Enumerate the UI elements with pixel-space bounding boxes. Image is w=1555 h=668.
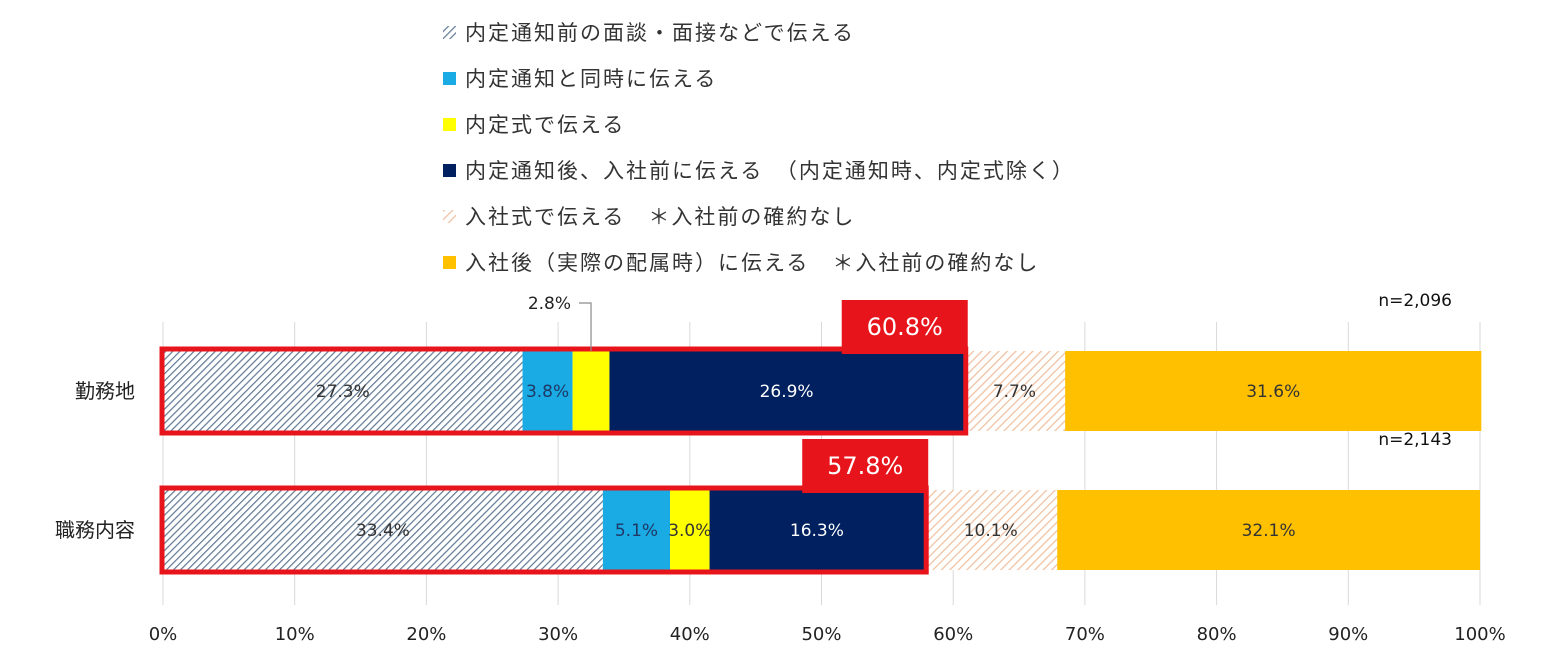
callout-label: 2.8% bbox=[528, 294, 571, 314]
bar-2-seg-2 bbox=[602, 490, 671, 570]
data-label-2-1: 33.4% bbox=[356, 521, 410, 541]
x-tick-label-30: 30% bbox=[538, 624, 578, 645]
highlight-box-2 bbox=[159, 485, 929, 575]
x-tick-label-40: 40% bbox=[670, 624, 710, 645]
legend-label-3: 内定式で伝える bbox=[465, 113, 625, 137]
bar-1-seg-5 bbox=[963, 351, 1066, 431]
data-label-1-5: 7.7% bbox=[993, 382, 1036, 402]
legend: 内定通知前の面談・面接などで伝える内定通知と同時に伝える内定式で伝える内定通知後… bbox=[443, 21, 1075, 275]
total-label-2: 57.8% bbox=[827, 452, 903, 480]
n-label-1: n=2,096 bbox=[1378, 291, 1452, 311]
highlight-box-1 bbox=[159, 346, 969, 436]
data-label-1-1: 27.3% bbox=[316, 382, 370, 402]
bar-2-seg-3 bbox=[670, 490, 710, 570]
x-tick-label-80: 80% bbox=[1197, 624, 1237, 645]
bar-1-seg-1 bbox=[163, 351, 523, 431]
legend-swatch-6 bbox=[443, 256, 456, 269]
category-label-2: 職務内容 bbox=[55, 518, 135, 542]
bars bbox=[163, 351, 1482, 570]
bar-2-seg-6 bbox=[1057, 490, 1480, 570]
bar-1-seg-6 bbox=[1065, 351, 1482, 431]
legend-label-5: 入社式で伝える ＊入社前の確約なし bbox=[465, 205, 855, 229]
bar-2-seg-4 bbox=[709, 490, 925, 570]
legend-swatch-5 bbox=[443, 210, 456, 223]
x-tick-label-90: 90% bbox=[1328, 624, 1368, 645]
data-label-1-2: 3.8% bbox=[526, 382, 569, 402]
data-label-1-4: 26.9% bbox=[760, 382, 814, 402]
legend-swatch-1 bbox=[443, 26, 456, 39]
total-badge-2 bbox=[802, 439, 929, 493]
x-tick-label-60: 60% bbox=[933, 624, 973, 645]
legend-label-2: 内定通知と同時に伝える bbox=[465, 67, 717, 91]
bar-2-seg-1 bbox=[163, 490, 603, 570]
x-tick-label-20: 20% bbox=[406, 624, 446, 645]
bar-1-seg-4 bbox=[609, 351, 964, 431]
data-label-2-3: 3.0% bbox=[668, 521, 711, 541]
legend-swatch-3 bbox=[443, 118, 456, 131]
x-tick-label-50: 50% bbox=[801, 624, 841, 645]
legend-label-1: 内定通知前の面談・面接などで伝える bbox=[465, 21, 855, 45]
x-tick-label-0: 0% bbox=[149, 624, 178, 645]
data-label-2-6: 32.1% bbox=[1242, 521, 1296, 541]
x-tick-label-100: 100% bbox=[1454, 624, 1505, 645]
legend-label-6: 入社後（実際の配属時）に伝える ＊入社前の確約なし bbox=[465, 251, 1039, 275]
category-label-1: 勤務地 bbox=[75, 379, 135, 403]
data-label-2-5: 10.1% bbox=[964, 521, 1018, 541]
data-labels: 27.3% 3.8% 26.9% 7.7% 31.6% 33.4% 5.1% 3.0% 16.3… bbox=[159, 291, 1452, 575]
data-label-1-6: 31.6% bbox=[1246, 382, 1300, 402]
bar-2-seg-5 bbox=[924, 490, 1058, 570]
total-badge-1 bbox=[841, 300, 968, 354]
legend-swatch-4 bbox=[443, 164, 456, 177]
data-label-2-2: 5.1% bbox=[615, 521, 658, 541]
bar-1-seg-2 bbox=[522, 351, 573, 431]
callout-leader bbox=[579, 302, 592, 351]
x-tick-label-70: 70% bbox=[1065, 624, 1105, 645]
data-label-2-4: 16.3% bbox=[790, 521, 844, 541]
bar-1-seg-3 bbox=[572, 351, 610, 431]
x-tick-label-10: 10% bbox=[275, 624, 315, 645]
x-axis: 0% 10% 20% 30% 40% 50% 60% 70% 80% 90% 100% bbox=[149, 624, 1506, 645]
n-label-2: n=2,143 bbox=[1378, 430, 1452, 450]
legend-swatch-2 bbox=[443, 72, 456, 85]
legend-label-4: 内定通知後、入社前に伝える （内定通知時、内定式除く） bbox=[465, 159, 1075, 183]
total-label-1: 60.8% bbox=[867, 313, 943, 341]
